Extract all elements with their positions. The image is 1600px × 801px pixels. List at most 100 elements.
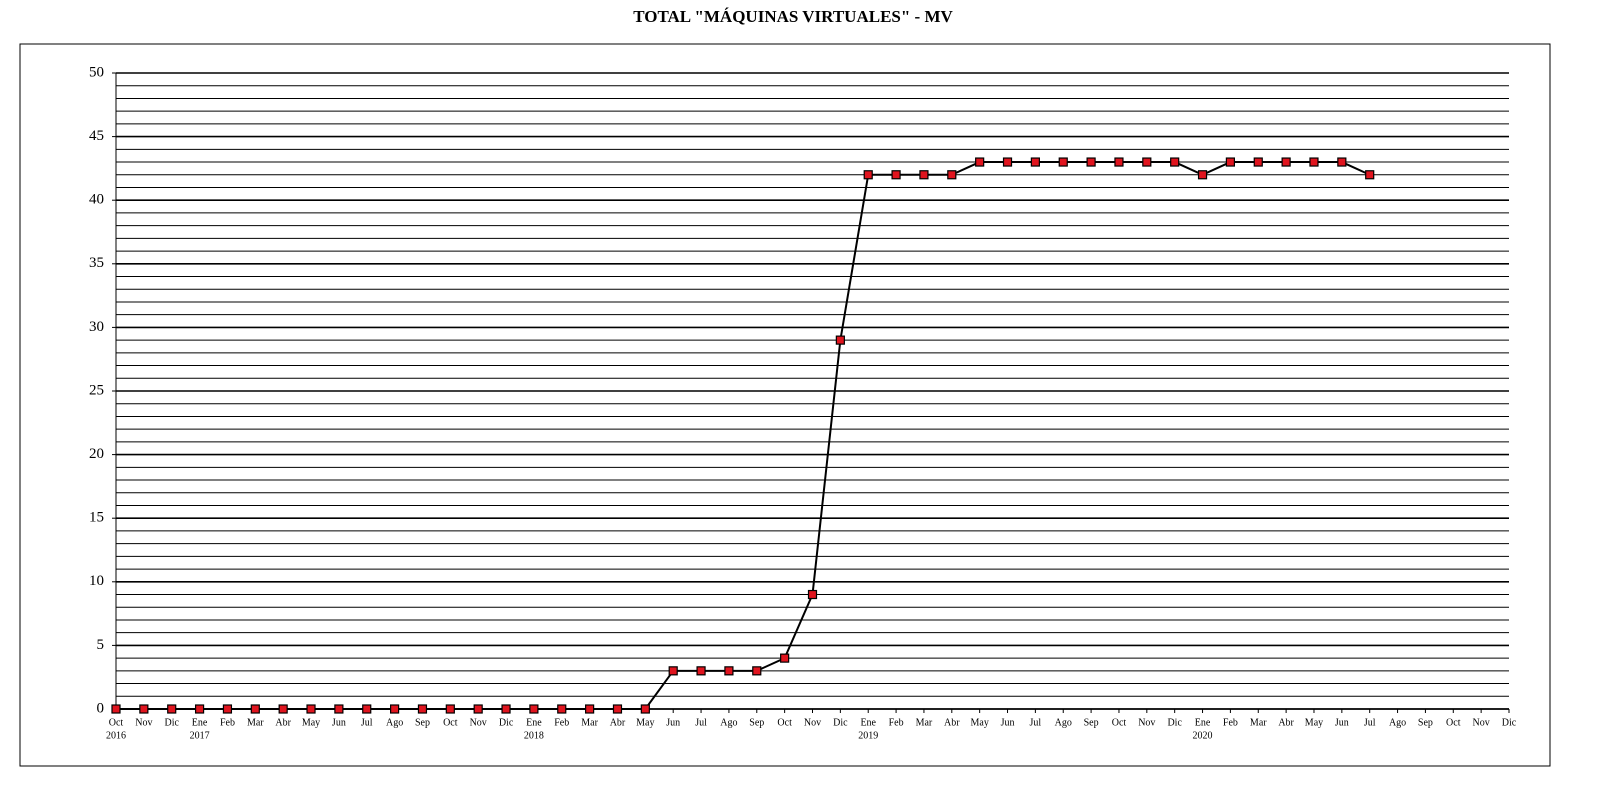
x-tick-label: Mar bbox=[916, 717, 933, 728]
x-year-label: 2020 bbox=[1193, 730, 1213, 741]
x-tick-label: Nov bbox=[1138, 717, 1155, 728]
x-tick-label: Dic bbox=[1167, 717, 1182, 728]
chart-title: TOTAL "MÁQUINAS VIRTUALES" - MV bbox=[633, 7, 953, 26]
x-tick-label: Ene bbox=[526, 717, 542, 728]
y-tick-label: 10 bbox=[89, 573, 104, 589]
x-year-label: 2019 bbox=[858, 730, 878, 741]
x-tick-label: Mar bbox=[581, 717, 598, 728]
data-point bbox=[417, 704, 428, 714]
data-point bbox=[529, 704, 539, 714]
x-tick-label: Ago bbox=[1055, 717, 1072, 728]
x-tick-label: Sep bbox=[1084, 717, 1099, 728]
x-tick-label: Jul bbox=[361, 717, 373, 728]
y-tick-label: 30 bbox=[89, 319, 104, 335]
y-tick-label: 5 bbox=[97, 637, 105, 653]
x-tick-label: Dic bbox=[833, 717, 848, 728]
x-tick-label: Feb bbox=[889, 717, 904, 728]
data-point bbox=[334, 704, 344, 714]
data-point bbox=[863, 170, 873, 180]
x-tick-label: Nov bbox=[470, 717, 487, 728]
data-point bbox=[612, 704, 623, 714]
data-point bbox=[696, 666, 706, 676]
x-year-label: 2016 bbox=[106, 730, 126, 741]
y-tick-label: 15 bbox=[89, 510, 104, 526]
data-point bbox=[306, 704, 316, 714]
y-tick-label: 50 bbox=[89, 64, 104, 80]
x-tick-label: Abr bbox=[1278, 717, 1294, 728]
data-point bbox=[780, 653, 790, 663]
data-point bbox=[111, 704, 121, 714]
y-tick-label: 25 bbox=[89, 382, 104, 398]
x-tick-label: Dic bbox=[1502, 717, 1517, 728]
data-point bbox=[167, 704, 177, 714]
data-point bbox=[891, 170, 901, 180]
data-point bbox=[975, 157, 985, 167]
data-point bbox=[222, 704, 233, 714]
x-tick-label: May bbox=[970, 717, 988, 728]
x-tick-label: Oct bbox=[109, 717, 124, 728]
data-point bbox=[501, 704, 511, 714]
data-point bbox=[835, 335, 845, 345]
x-tick-label: Jun bbox=[1335, 717, 1349, 728]
data-point bbox=[250, 704, 260, 714]
x-year-label: 2017 bbox=[190, 730, 210, 741]
data-point bbox=[194, 704, 205, 714]
x-tick-label: Jun bbox=[332, 717, 346, 728]
data-point bbox=[1197, 170, 1208, 180]
y-tick-label: 40 bbox=[89, 192, 104, 208]
data-point bbox=[1086, 157, 1096, 167]
data-point bbox=[278, 704, 288, 714]
x-tick-label: Ago bbox=[386, 717, 403, 728]
data-point bbox=[1030, 157, 1040, 167]
data-point bbox=[445, 704, 455, 714]
data-point bbox=[1058, 157, 1068, 167]
data-point bbox=[919, 170, 929, 180]
data-point bbox=[390, 704, 400, 714]
data-point bbox=[1170, 157, 1180, 167]
data-line bbox=[116, 161, 1371, 710]
x-tick-label: May bbox=[302, 717, 320, 728]
x-tick-label: Jun bbox=[1001, 717, 1015, 728]
data-point bbox=[1253, 157, 1263, 167]
x-tick-label: Sep bbox=[749, 717, 764, 728]
data-point bbox=[1225, 157, 1236, 167]
x-tick-label: Oct bbox=[777, 717, 792, 728]
x-tick-label: Mar bbox=[247, 717, 264, 728]
x-tick-label: Nov bbox=[135, 717, 152, 728]
data-point bbox=[1365, 170, 1375, 180]
data-point bbox=[362, 704, 372, 714]
x-tick-label: Nov bbox=[1473, 717, 1490, 728]
data-point bbox=[585, 704, 595, 714]
y-tick-label: 20 bbox=[89, 446, 104, 462]
x-tick-label: Mar bbox=[1250, 717, 1267, 728]
data-point bbox=[724, 666, 734, 676]
x-tick-label: Nov bbox=[804, 717, 821, 728]
data-point bbox=[640, 704, 650, 714]
x-tick-label: Feb bbox=[220, 717, 235, 728]
x-tick-label: Abr bbox=[275, 717, 291, 728]
data-point bbox=[947, 170, 957, 180]
data-point bbox=[668, 666, 678, 676]
x-tick-label: Abr bbox=[610, 717, 626, 728]
x-tick-label: Dic bbox=[164, 717, 179, 728]
x-tick-label: Abr bbox=[944, 717, 960, 728]
data-point bbox=[1309, 157, 1319, 167]
data-point bbox=[1337, 157, 1347, 167]
x-tick-label: Ene bbox=[192, 717, 208, 728]
data-point bbox=[807, 589, 818, 600]
x-tick-label: Jun bbox=[666, 717, 680, 728]
data-point bbox=[752, 666, 762, 676]
x-tick-label: Ago bbox=[720, 717, 737, 728]
data-point bbox=[139, 704, 149, 714]
y-tick-label: 35 bbox=[89, 255, 104, 271]
data-point bbox=[1002, 157, 1013, 167]
x-tick-label: May bbox=[1305, 717, 1323, 728]
x-tick-label: Ene bbox=[860, 717, 876, 728]
x-tick-label: Ene bbox=[1195, 717, 1211, 728]
x-tick-label: Oct bbox=[1112, 717, 1127, 728]
x-tick-label: Dic bbox=[499, 717, 514, 728]
data-point bbox=[1142, 157, 1152, 167]
data-point bbox=[557, 704, 567, 714]
x-tick-label: Sep bbox=[1418, 717, 1433, 728]
